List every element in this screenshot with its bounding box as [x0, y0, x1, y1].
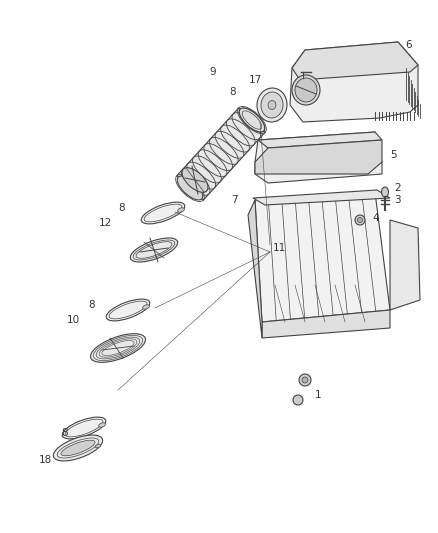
Ellipse shape — [381, 187, 389, 197]
Text: 2: 2 — [394, 183, 401, 193]
Polygon shape — [390, 220, 420, 310]
Ellipse shape — [239, 108, 265, 132]
Polygon shape — [177, 108, 265, 200]
Ellipse shape — [91, 334, 145, 362]
Ellipse shape — [239, 108, 265, 132]
Polygon shape — [248, 200, 262, 338]
Ellipse shape — [261, 92, 283, 118]
Polygon shape — [258, 132, 382, 148]
Text: 8: 8 — [230, 87, 236, 97]
Polygon shape — [253, 190, 390, 205]
Ellipse shape — [177, 176, 203, 200]
Ellipse shape — [95, 445, 101, 448]
Circle shape — [302, 377, 308, 383]
Text: 7: 7 — [231, 195, 238, 205]
Text: 11: 11 — [273, 243, 286, 253]
Ellipse shape — [53, 435, 102, 461]
Text: 3: 3 — [394, 195, 401, 205]
Ellipse shape — [268, 101, 276, 109]
Polygon shape — [255, 192, 390, 322]
Ellipse shape — [182, 168, 208, 192]
Ellipse shape — [106, 299, 150, 321]
Ellipse shape — [99, 423, 106, 427]
Text: 8: 8 — [88, 300, 95, 310]
Polygon shape — [255, 132, 382, 183]
Polygon shape — [255, 140, 382, 174]
Circle shape — [357, 217, 363, 222]
Circle shape — [293, 395, 303, 405]
Ellipse shape — [292, 75, 320, 105]
Ellipse shape — [141, 202, 185, 224]
Text: 9: 9 — [210, 67, 216, 77]
Text: 5: 5 — [390, 150, 397, 160]
Circle shape — [355, 215, 365, 225]
Text: 18: 18 — [39, 455, 52, 465]
Text: 12: 12 — [99, 218, 112, 228]
Polygon shape — [262, 310, 390, 338]
Polygon shape — [290, 42, 418, 122]
Text: 17: 17 — [248, 75, 261, 85]
Text: 1: 1 — [315, 390, 321, 400]
Ellipse shape — [143, 305, 149, 309]
Text: 4: 4 — [372, 213, 378, 223]
Ellipse shape — [131, 238, 178, 262]
Ellipse shape — [295, 78, 317, 102]
Circle shape — [299, 374, 311, 386]
Text: 8: 8 — [118, 203, 125, 213]
Polygon shape — [292, 42, 418, 80]
Ellipse shape — [62, 417, 106, 439]
Text: 6: 6 — [405, 40, 412, 50]
Ellipse shape — [257, 88, 287, 122]
Text: 10: 10 — [67, 315, 80, 325]
Text: 8: 8 — [61, 428, 68, 438]
Ellipse shape — [61, 440, 95, 456]
Ellipse shape — [178, 208, 184, 212]
